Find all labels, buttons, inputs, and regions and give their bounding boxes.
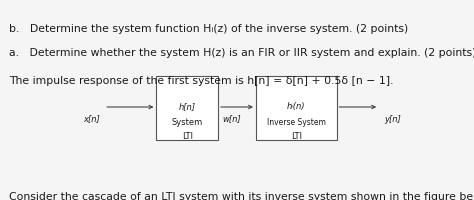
Text: h[n]: h[n]: [179, 102, 196, 111]
Bar: [156, 76, 218, 140]
Text: Consider the cascade of an LTI system with its inverse system shown in the figur: Consider the cascade of an LTI system wi…: [9, 192, 474, 200]
Text: The impulse response of the first system is h[n] = δ[n] + 0.5δ [n − 1].: The impulse response of the first system…: [9, 76, 394, 86]
Text: a.   Determine whether the system H(z) is an FIR or IIR system and explain. (2 p: a. Determine whether the system H(z) is …: [9, 48, 474, 58]
Text: hᵢ(n): hᵢ(n): [287, 102, 306, 111]
Text: LTI: LTI: [182, 132, 193, 141]
Text: x[n]: x[n]: [83, 114, 100, 123]
Text: b.   Determine the system function Hᵢ(z) of the inverse system. (2 points): b. Determine the system function Hᵢ(z) o…: [9, 24, 409, 34]
Text: Inverse System: Inverse System: [267, 118, 326, 127]
Text: w[n]: w[n]: [223, 114, 241, 123]
Bar: [256, 76, 337, 140]
Text: System: System: [172, 118, 203, 127]
Text: LTI: LTI: [291, 132, 302, 141]
Text: y[n]: y[n]: [384, 114, 401, 123]
